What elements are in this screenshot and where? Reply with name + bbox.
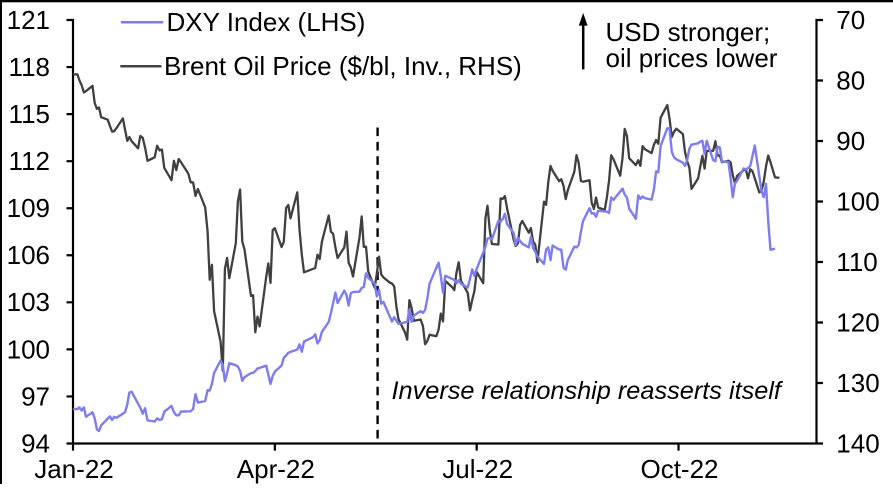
svg-text:118: 118 bbox=[9, 52, 50, 82]
svg-text:Brent Oil Price ($/bl, Inv., R: Brent Oil Price ($/bl, Inv., RHS) bbox=[164, 51, 522, 81]
svg-text:USD stronger;: USD stronger; bbox=[606, 17, 771, 47]
svg-text:90: 90 bbox=[836, 126, 865, 156]
svg-text:Apr-22: Apr-22 bbox=[237, 454, 315, 484]
svg-text:130: 130 bbox=[836, 368, 879, 398]
svg-text:106: 106 bbox=[7, 240, 50, 270]
svg-text:100: 100 bbox=[7, 334, 50, 364]
svg-text:121: 121 bbox=[7, 5, 50, 35]
svg-text:100: 100 bbox=[836, 186, 879, 216]
svg-text:70: 70 bbox=[836, 5, 865, 35]
svg-text:80: 80 bbox=[836, 65, 865, 95]
svg-text:Oct-22: Oct-22 bbox=[640, 454, 718, 484]
svg-text:112: 112 bbox=[9, 146, 50, 176]
svg-text:109: 109 bbox=[7, 193, 50, 223]
svg-text:Inverse relationship reasserts: Inverse relationship reasserts itself bbox=[392, 377, 784, 405]
svg-text:Jan-22: Jan-22 bbox=[34, 454, 114, 484]
svg-text:110: 110 bbox=[836, 247, 877, 277]
svg-text:97: 97 bbox=[21, 381, 50, 411]
svg-text:Jul-22: Jul-22 bbox=[442, 454, 513, 484]
svg-text:oil prices lower: oil prices lower bbox=[606, 43, 778, 73]
svg-text:140: 140 bbox=[836, 428, 879, 458]
svg-text:120: 120 bbox=[836, 307, 879, 337]
svg-text:DXY Index (LHS): DXY Index (LHS) bbox=[167, 7, 366, 37]
svg-text:103: 103 bbox=[7, 287, 50, 317]
svg-text:94: 94 bbox=[21, 428, 50, 458]
svg-text:115: 115 bbox=[9, 99, 50, 129]
